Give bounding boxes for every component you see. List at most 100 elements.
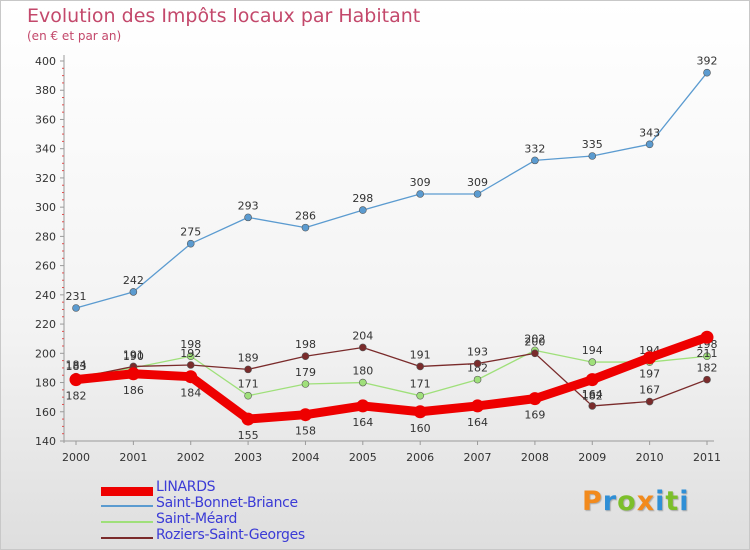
data-label-linards: 211: [697, 347, 718, 360]
data-label-linards: 164: [467, 416, 488, 429]
data-point-saint-meard: [588, 358, 597, 366]
data-point-saint-meard: [416, 391, 424, 400]
data-point-linards: [528, 392, 542, 406]
x-tick-label: 2002: [177, 451, 205, 464]
data-label-saint-bonnet-briance: 275: [180, 226, 201, 239]
legend-label-linards: LINARDS: [156, 479, 216, 495]
series-line-saint-meard: [75, 349, 708, 397]
data-label-saint-meard: 198: [180, 338, 201, 351]
legend-label-roziers-saint-georges: Roziers-Saint-Georges: [156, 527, 305, 543]
logo-letter: r: [602, 486, 618, 517]
data-point-linards: [643, 351, 657, 365]
data-label-saint-meard: 171: [410, 378, 431, 391]
data-label-roziers-saint-georges: 193: [467, 346, 488, 359]
data-label-saint-bonnet-briance: 286: [295, 210, 316, 223]
legend-swatch-roziers-saint-georges: [101, 537, 153, 539]
data-point-linards: [471, 399, 485, 413]
data-point-roziers-saint-georges: [645, 397, 654, 406]
chart-title: Evolution des Impôts locaux par Habitant: [27, 5, 421, 27]
data-point-roziers-saint-georges: [244, 365, 252, 374]
data-label-saint-bonnet-briance: 343: [639, 126, 660, 139]
data-label-saint-bonnet-briance: 298: [352, 192, 373, 205]
data-point-saint-meard: [359, 378, 367, 387]
logo-letter: o: [617, 486, 637, 517]
data-point-linards: [126, 367, 140, 381]
data-label-saint-meard: 171: [238, 378, 259, 391]
series-line-saint-bonnet-briance: [75, 72, 708, 309]
data-label-roziers-saint-georges: 189: [238, 351, 259, 364]
x-tick-label: 2004: [291, 451, 319, 464]
legend-label-saint-bonnet-briance: Saint-Bonnet-Briance: [156, 495, 298, 511]
data-point-saint-bonnet-briance: [72, 304, 80, 312]
y-tick-label: 360: [35, 113, 56, 126]
data-point-roziers-saint-georges: [473, 359, 482, 368]
data-point-roziers-saint-georges: [416, 362, 424, 371]
data-point-saint-bonnet-briance: [531, 156, 539, 165]
y-tick-label: 160: [35, 406, 56, 419]
data-label-roziers-saint-georges: 204: [352, 329, 373, 342]
x-tick-label: 2008: [521, 451, 549, 464]
y-tick-label: 380: [35, 84, 56, 97]
data-label-roziers-saint-georges: 183: [66, 360, 87, 373]
x-tick-label: 2007: [464, 451, 492, 464]
y-tick-label: 320: [35, 172, 56, 185]
y-tick-label: 400: [35, 55, 56, 68]
data-point-saint-meard: [301, 380, 310, 388]
data-point-roziers-saint-georges: [301, 352, 310, 361]
data-point-saint-bonnet-briance: [129, 288, 138, 296]
x-tick-label: 2000: [62, 451, 90, 464]
x-tick-label: 2001: [119, 451, 147, 464]
data-label-saint-bonnet-briance: 309: [410, 176, 431, 189]
y-tick-label: 260: [35, 260, 56, 273]
data-label-linards: 160: [410, 422, 431, 435]
data-point-saint-bonnet-briance: [359, 206, 367, 214]
data-label-roziers-saint-georges: 192: [180, 347, 201, 360]
data-label-roziers-saint-georges: 198: [295, 338, 316, 351]
data-label-saint-bonnet-briance: 242: [123, 274, 144, 287]
legend-swatch-linards: [101, 487, 153, 496]
data-point-linards: [700, 330, 714, 344]
data-label-saint-meard: 184: [66, 359, 87, 372]
y-tick-label: 340: [35, 143, 56, 156]
data-point-saint-bonnet-briance: [416, 190, 424, 198]
data-point-saint-bonnet-briance: [244, 213, 252, 222]
data-point-saint-bonnet-briance: [186, 239, 195, 248]
data-label-roziers-saint-georges: 191: [123, 348, 144, 361]
y-tick-label: 220: [35, 318, 56, 331]
logo-letter: i: [655, 486, 666, 517]
y-tick-label: 180: [35, 377, 56, 390]
data-label-roziers-saint-georges: 200: [524, 335, 545, 348]
data-point-linards: [585, 373, 599, 387]
data-point-saint-bonnet-briance: [703, 68, 711, 77]
data-point-saint-meard: [473, 375, 482, 384]
data-point-linards: [69, 373, 83, 387]
x-tick-label: 2009: [578, 451, 606, 464]
y-tick-label: 140: [35, 435, 56, 448]
x-tick-label: 2010: [636, 451, 664, 464]
data-label-linards: 182: [66, 390, 87, 403]
data-point-linards: [356, 399, 370, 413]
data-point-linards: [184, 370, 198, 384]
data-point-roziers-saint-georges: [186, 361, 195, 369]
chart-subtitle: (en € et par an): [27, 29, 122, 43]
data-label-roziers-saint-georges: 164: [582, 388, 603, 401]
logo-letter: t: [665, 486, 680, 517]
data-label-saint-bonnet-briance: 309: [467, 176, 488, 189]
y-tick-label: 280: [35, 230, 56, 243]
data-label-linards: 155: [238, 429, 259, 442]
x-tick-label: 2011: [693, 451, 721, 464]
legend-swatch-saint-meard: [101, 521, 153, 523]
data-label-linards: 164: [352, 416, 373, 429]
data-label-saint-meard: 182: [467, 362, 488, 375]
data-point-linards: [241, 412, 255, 426]
x-tick-label: 2003: [234, 451, 262, 464]
data-label-linards: 186: [123, 384, 144, 397]
data-label-saint-bonnet-briance: 335: [582, 138, 603, 151]
data-label-linards: 197: [639, 368, 660, 381]
y-tick-label: 200: [35, 347, 56, 360]
data-label-saint-meard: 180: [352, 365, 373, 378]
series-line-linards: [71, 332, 712, 424]
data-point-roziers-saint-georges: [588, 402, 597, 410]
data-label-linards: 158: [295, 425, 316, 438]
